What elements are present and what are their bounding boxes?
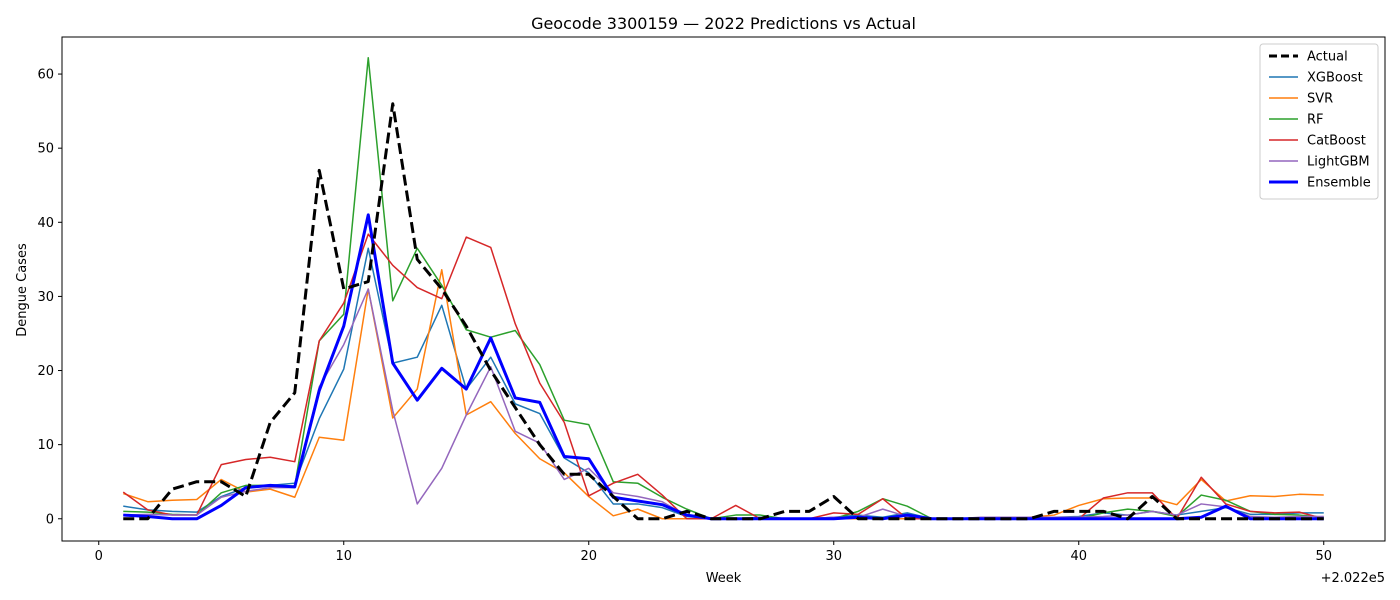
x-tick-label-4: 40 — [1070, 549, 1087, 564]
x-tick-label-1: 10 — [335, 549, 352, 564]
x-tick-label-2: 20 — [580, 549, 597, 564]
legend-label-rf: RF — [1307, 113, 1324, 128]
x-tick-label-5: 50 — [1315, 549, 1332, 564]
plot-frame — [61, 36, 1386, 542]
chart-title: Geocode 3300159 — 2022 Predictions vs Ac… — [531, 14, 916, 33]
plot-area — [122, 57, 1324, 521]
y-tick-label-6: 60 — [37, 68, 54, 83]
x-axis-offset-label: +2.022e5 — [1321, 571, 1385, 586]
y-axis: 0 10 20 30 40 50 60 — [37, 68, 62, 527]
legend: Actual XGBoost SVR RF CatBoost LightGBM Ensemb… — [1259, 43, 1379, 200]
legend-label-lightgbm: LightGBM — [1307, 155, 1370, 170]
legend-label-xgboost: XGBoost — [1307, 71, 1363, 86]
legend-label-catboost: CatBoost — [1307, 134, 1366, 149]
x-tick-label-0: 0 — [95, 549, 103, 564]
series-line-actual — [123, 102, 1324, 521]
series-line-catboost — [122, 233, 1324, 520]
y-tick-label-4: 40 — [37, 216, 54, 231]
y-tick-label-1: 10 — [37, 438, 54, 453]
series-line-ensemble — [123, 213, 1324, 521]
series-line-rf — [123, 57, 1324, 520]
y-axis-label: Dengue Cases — [15, 243, 30, 337]
x-tick-label-3: 30 — [825, 549, 842, 564]
y-tick-label-3: 30 — [37, 290, 54, 305]
y-tick-label-5: 50 — [37, 142, 54, 157]
y-tick-label-2: 20 — [37, 364, 54, 379]
x-axis: 0 10 20 30 40 50 — [95, 541, 1332, 564]
legend-label-ensemble: Ensemble — [1307, 176, 1371, 191]
y-tick-label-0: 0 — [46, 512, 54, 527]
legend-label-svr: SVR — [1307, 92, 1333, 107]
legend-label-actual: Actual — [1307, 50, 1348, 65]
x-axis-label: Week — [706, 571, 742, 586]
